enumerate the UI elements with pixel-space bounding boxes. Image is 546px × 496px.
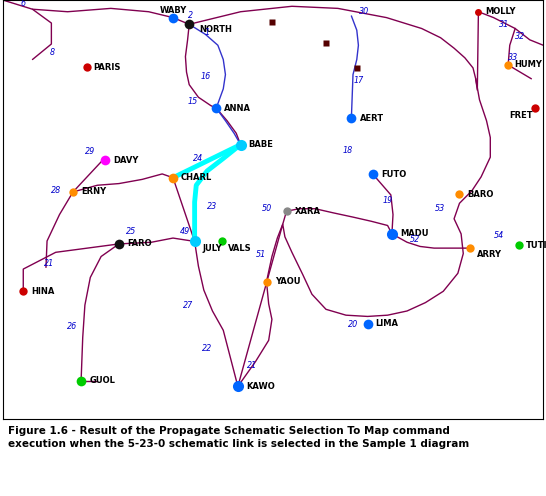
- Text: 25: 25: [126, 227, 136, 236]
- Text: BABE: BABE: [248, 140, 274, 149]
- Text: 23: 23: [207, 202, 218, 211]
- Text: 33: 33: [508, 54, 519, 62]
- Text: AERT: AERT: [359, 114, 384, 123]
- Text: 1: 1: [205, 28, 210, 37]
- Text: FUTO: FUTO: [381, 170, 406, 179]
- Text: 22: 22: [202, 344, 212, 353]
- Text: JULY: JULY: [203, 244, 222, 252]
- Text: 53: 53: [435, 204, 444, 213]
- Text: 17: 17: [353, 76, 364, 85]
- Text: KAWO: KAWO: [246, 382, 275, 391]
- Text: DAVY: DAVY: [114, 156, 139, 165]
- Text: HINA: HINA: [31, 287, 55, 296]
- Text: 2: 2: [188, 11, 193, 20]
- Text: 50: 50: [262, 204, 272, 213]
- Text: 28: 28: [51, 186, 61, 195]
- Text: MOLLY: MOLLY: [485, 7, 515, 16]
- Text: HUMY: HUMY: [515, 61, 543, 69]
- Text: 20: 20: [348, 320, 358, 329]
- Text: 26: 26: [67, 321, 77, 330]
- Text: 29: 29: [85, 147, 96, 156]
- Text: WABY: WABY: [159, 5, 187, 14]
- Text: 54: 54: [494, 231, 504, 240]
- Text: FARO: FARO: [127, 240, 152, 248]
- Text: ERNY: ERNY: [81, 187, 106, 196]
- Text: 15: 15: [188, 97, 198, 106]
- Text: 51: 51: [256, 250, 266, 259]
- Text: 52: 52: [410, 235, 420, 244]
- Text: BARO: BARO: [467, 190, 494, 199]
- Text: XARA: XARA: [295, 207, 321, 216]
- Text: 21: 21: [247, 361, 258, 370]
- Text: LIMA: LIMA: [376, 319, 399, 328]
- Text: NORTH: NORTH: [199, 25, 232, 34]
- Text: MADU: MADU: [400, 229, 429, 239]
- Text: 30: 30: [359, 7, 369, 16]
- Text: TUTI: TUTI: [525, 241, 546, 249]
- Text: YAOU: YAOU: [275, 277, 300, 286]
- Text: CHARL: CHARL: [181, 173, 212, 182]
- Text: 49: 49: [180, 227, 191, 236]
- Text: 19: 19: [382, 196, 393, 205]
- Text: 6: 6: [21, 0, 26, 8]
- Text: 16: 16: [200, 72, 211, 81]
- Text: 18: 18: [342, 145, 353, 155]
- Text: 32: 32: [515, 32, 526, 41]
- Text: 21: 21: [44, 259, 54, 268]
- Text: ARRY: ARRY: [477, 250, 502, 259]
- Text: ANNA: ANNA: [224, 104, 251, 113]
- Text: 31: 31: [499, 20, 509, 29]
- Text: 8: 8: [50, 48, 55, 57]
- Text: GUOL: GUOL: [89, 376, 115, 385]
- Text: Figure 1.6 - Result of the Propagate Schematic Selection To Map command
executio: Figure 1.6 - Result of the Propagate Sch…: [8, 426, 470, 449]
- Text: 27: 27: [182, 301, 193, 310]
- Text: 24: 24: [193, 154, 204, 163]
- Text: PARIS: PARIS: [93, 62, 120, 71]
- Text: FRET: FRET: [509, 111, 532, 120]
- Text: VALS: VALS: [228, 244, 252, 252]
